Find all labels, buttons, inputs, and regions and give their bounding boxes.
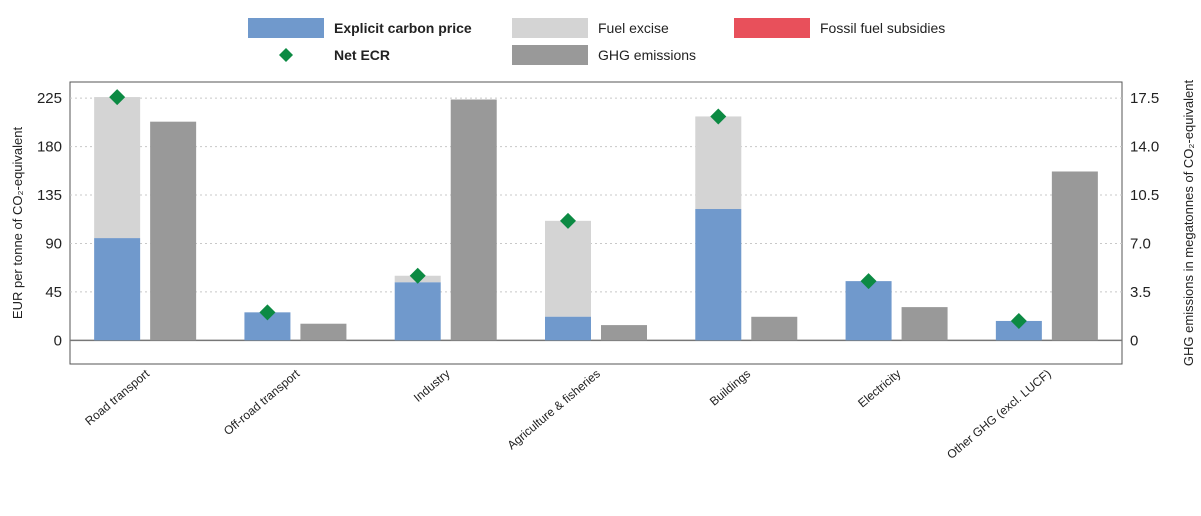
legend-swatch-net-ecr: [279, 48, 293, 62]
markers: [109, 89, 1027, 329]
net-ecr-marker: [1010, 312, 1027, 329]
bar-ghg-emissions: [901, 307, 948, 341]
y-tick-label: 135: [37, 187, 62, 204]
y-tick-label: 45: [45, 284, 62, 301]
category-label: Other GHG (excl. LUCF): [944, 367, 1054, 462]
category-label: Industry: [411, 367, 453, 405]
bar-explicit-carbon-price: [995, 320, 1042, 341]
bar-explicit-carbon-price: [845, 281, 892, 341]
y2-tick-label: 7.0: [1130, 235, 1151, 252]
category-label: Agriculture & fisheries: [505, 367, 603, 453]
category-labels: Road transport Off-road transport Industry…: [82, 366, 1054, 462]
bar-explicit-carbon-price: [545, 316, 591, 341]
bar-ghg-emissions: [1051, 171, 1098, 341]
category-label: Road transport: [82, 366, 152, 428]
net-ecr-marker: [560, 212, 576, 229]
left-axis-ticks: 0 45 90 135 180 225: [37, 90, 62, 349]
legend-swatch: [734, 18, 810, 38]
y-tick-label: 0: [54, 332, 62, 349]
legend-swatch: [512, 45, 588, 65]
category-label: Electricity: [855, 367, 903, 411]
bar-ghg-emissions: [601, 325, 647, 341]
bar-fuel-excise: [695, 116, 742, 210]
bar-explicit-carbon-price: [94, 238, 141, 341]
y-tick-label: 225: [37, 90, 62, 107]
net-ecr-marker: [109, 89, 126, 106]
legend-swatch: [248, 18, 324, 38]
net-ecr-marker: [710, 108, 727, 125]
legend-label: Fossil fuel subsidies: [820, 20, 945, 36]
bar-fuel-excise: [94, 97, 141, 239]
y2-tick-label: 3.5: [1130, 284, 1151, 301]
y-tick-label: 90: [45, 235, 62, 252]
legend-label: GHG emissions: [598, 47, 696, 63]
grid: [70, 97, 1122, 342]
bars: [94, 97, 1098, 341]
bar-explicit-carbon-price: [695, 209, 742, 341]
y2-tick-label: 10.5: [1130, 187, 1159, 204]
y2-tick-label: 17.5: [1130, 90, 1159, 107]
bar-ghg-emissions: [150, 121, 197, 341]
y2-tick-label: 0: [1130, 332, 1138, 349]
y2-tick-label: 14.0: [1130, 139, 1159, 156]
legend-label: Explicit carbon price: [334, 20, 472, 36]
category-label: Off-road transport: [221, 366, 303, 438]
plot-frame: [69, 81, 1123, 365]
legend-label: Fuel excise: [598, 20, 669, 36]
net-ecr-marker: [409, 267, 426, 284]
bar-ghg-emissions: [300, 323, 347, 341]
net-ecr-marker: [259, 304, 276, 321]
bar-explicit-carbon-price: [394, 282, 441, 341]
bar-ghg-emissions: [751, 316, 798, 341]
y-tick-label: 180: [37, 139, 62, 156]
net-ecr-marker: [860, 273, 877, 290]
legend: Explicit carbon price Fuel excise Fossil f…: [248, 18, 945, 65]
category-label: Buildings: [707, 367, 753, 409]
legend-swatch: [512, 18, 588, 38]
bar-ghg-emissions: [450, 99, 497, 341]
right-axis-ticks: 0 3.5 7.0 10.5 14.0 17.5: [1130, 90, 1159, 349]
y2-axis-title: GHG emissions in megatonnes of CO₂-equiv…: [1181, 80, 1196, 367]
legend-label: Net ECR: [334, 47, 390, 63]
y-axis-title: EUR per tonne of CO₂-equivalent: [10, 127, 25, 320]
bar-fuel-excise: [545, 220, 591, 317]
